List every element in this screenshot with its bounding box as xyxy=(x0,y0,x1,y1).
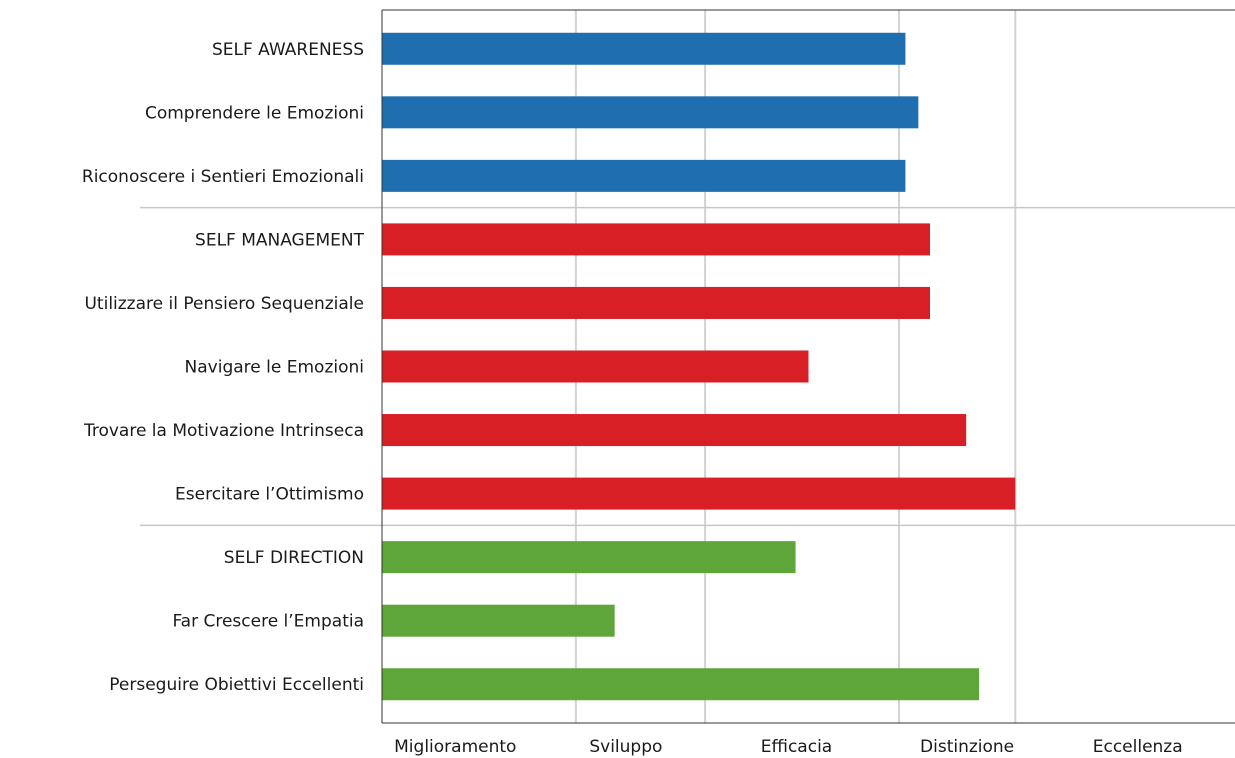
bar xyxy=(382,286,930,319)
category-label: Perseguire Obiettivi Eccellenti xyxy=(109,675,364,695)
category-labels: SELF AWARENESS Comprendere le Emozioni Ric… xyxy=(82,40,365,695)
x-tick-label: Miglioramento xyxy=(394,737,516,757)
category-label: Utilizzare il Pensiero Sequenziale xyxy=(84,294,364,314)
bar xyxy=(382,223,930,256)
group-separators xyxy=(140,206,1235,527)
bar xyxy=(382,477,1016,510)
bar xyxy=(382,604,615,637)
x-tick-label: Distinzione xyxy=(920,737,1014,757)
category-label: SELF AWARENESS xyxy=(212,40,364,60)
category-label: Esercitare l’Ottimismo xyxy=(175,485,364,505)
bar xyxy=(382,541,796,574)
category-label: SELF MANAGEMENT xyxy=(195,230,365,250)
category-label: SELF DIRECTION xyxy=(224,548,364,568)
bar xyxy=(382,668,980,701)
category-label: Far Crescere l’Empatia xyxy=(172,612,364,632)
bar xyxy=(382,159,906,192)
x-tick-label: Efficacia xyxy=(761,737,832,757)
bar xyxy=(382,96,919,129)
bars xyxy=(382,32,1016,701)
axes xyxy=(381,9,1235,724)
x-tick-label: Eccellenza xyxy=(1093,737,1183,757)
category-label: Riconoscere i Sentieri Emozionali xyxy=(82,167,364,187)
x-tick-labels: Miglioramento Sviluppo Efficacia Distinzion… xyxy=(394,737,1183,757)
x-tick-label: Sviluppo xyxy=(589,737,662,757)
bar xyxy=(382,350,809,383)
bar xyxy=(382,414,967,447)
category-label: Navigare le Emozioni xyxy=(185,358,364,378)
bar xyxy=(382,32,906,65)
category-label: Trovare la Motivazione Intrinseca xyxy=(83,421,364,441)
category-label: Comprendere le Emozioni xyxy=(145,103,364,123)
